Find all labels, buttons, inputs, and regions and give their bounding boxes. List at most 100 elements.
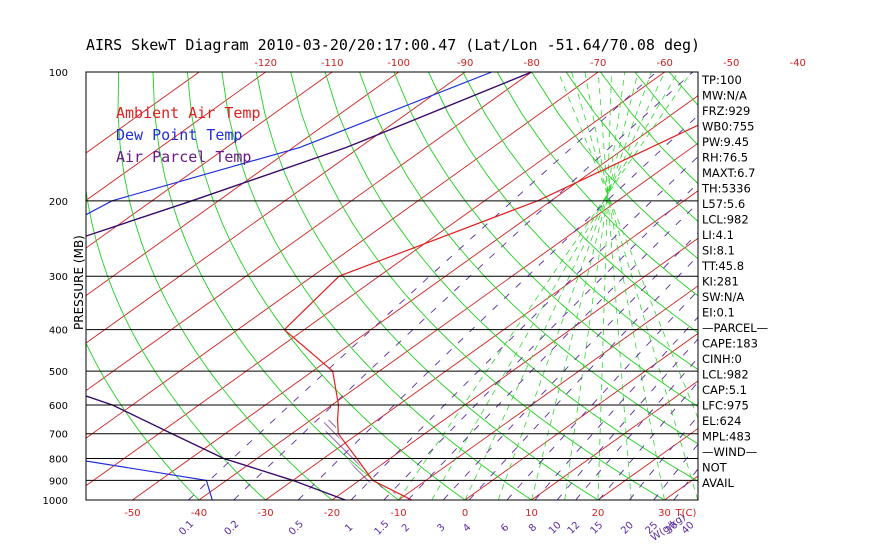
mixing-ratio-line <box>297 114 698 500</box>
temp-tick-top: -60 <box>657 58 673 69</box>
isotherm-line <box>86 72 665 487</box>
moist-adiabat <box>431 72 679 500</box>
index-item: MAXT:6.7 <box>702 166 755 180</box>
dew-point-line <box>86 72 493 500</box>
index-item: AVAIL <box>702 476 735 490</box>
dry-adiabat <box>359 72 698 445</box>
isotherm-line <box>731 72 870 500</box>
isotherm-line <box>86 72 266 202</box>
temp-axis-label: T(C) <box>675 508 697 519</box>
dry-adiabat <box>186 72 466 500</box>
index-item: MPL:483 <box>702 430 751 444</box>
mixing-ratio-line <box>233 72 694 500</box>
index-item: LI:4.1 <box>702 228 734 242</box>
temp-tick-bottom: 20 <box>592 508 605 519</box>
moist-adiabat <box>597 72 632 500</box>
dry-adiabat <box>496 72 698 297</box>
temp-tick-top: -110 <box>321 58 344 69</box>
isotherm-line <box>132 95 698 500</box>
index-item: EI:0.1 <box>702 306 735 320</box>
index-item: KI:281 <box>702 275 739 289</box>
mixing-ratio-line <box>575 357 698 500</box>
pressure-tick-1000: 1000 <box>43 496 68 507</box>
temp-tick-bottom: -40 <box>191 508 207 519</box>
temp-tick-top: -70 <box>590 58 606 69</box>
isotherm-line <box>798 72 870 500</box>
index-item: CAP:5.1 <box>702 383 747 397</box>
isotherm-line <box>86 72 200 154</box>
dry-adiabat <box>86 187 266 500</box>
mixing-ratio-label: 0.2 <box>222 519 241 538</box>
temp-tick-top: -40 <box>790 58 806 69</box>
temp-tick-top: -100 <box>387 58 410 69</box>
temp-tick-bottom: -50 <box>124 508 140 519</box>
pressure-tick-900: 900 <box>49 476 68 487</box>
parcel-temp-line <box>86 72 532 500</box>
mixing-ratio-label: 12 <box>566 520 583 537</box>
mixing-ratio-line <box>653 443 698 500</box>
mixing-ratio-label: 1.5 <box>373 519 392 538</box>
index-item: LCL:982 <box>702 213 749 227</box>
temp-tick-top: -80 <box>524 58 540 69</box>
dry-adiabat <box>462 72 698 334</box>
pressure-tick-600: 600 <box>49 401 68 412</box>
isotherm-line <box>86 72 599 439</box>
isotherm-line <box>664 475 698 500</box>
pressure-tick-300: 300 <box>49 272 68 283</box>
mixing-ratio-line <box>407 202 698 500</box>
temp-tick-bottom: 30 <box>658 508 671 519</box>
dry-adiabat <box>773 72 870 500</box>
mixing-ratio-label: 0.1 <box>177 519 196 538</box>
legend-entry: Ambient Air Temp <box>116 104 261 122</box>
mixing-ratio-label: 2 <box>400 522 412 534</box>
moist-adiabat <box>531 72 639 500</box>
moist-adiabat <box>597 72 612 500</box>
dry-adiabat <box>393 72 698 408</box>
legend-entry: Dew Point Temp <box>116 126 242 144</box>
dry-adiabat <box>427 72 698 371</box>
moist-adiabat <box>564 72 626 500</box>
moist-adiabat <box>398 72 692 500</box>
dry-adiabat <box>807 72 870 500</box>
index-item: L57:5.6 <box>702 197 745 211</box>
temp-tick-bottom: 10 <box>525 508 538 519</box>
mixing-ratio-line <box>468 255 698 500</box>
index-item: LCL:982 <box>702 368 749 382</box>
temp-tick-bottom: 0 <box>462 508 468 519</box>
isotherm-line <box>86 72 399 297</box>
mixing-ratio-label: 8 <box>527 522 539 534</box>
isotherm-line <box>398 285 698 500</box>
legend-entry: Air Parcel Temp <box>116 148 251 166</box>
pressure-tick-100: 100 <box>49 68 68 79</box>
dry-adiabat <box>841 72 870 500</box>
isotherm-line <box>86 72 466 344</box>
mixing-ratio-label: 0.5 <box>287 519 306 538</box>
mixing-ratio-line <box>506 289 698 500</box>
pressure-tick-800: 800 <box>49 455 68 466</box>
mixing-ratio-label: 15 <box>589 520 606 537</box>
mixing-ratio-line <box>442 232 698 500</box>
isotherm-line <box>864 72 870 500</box>
isotherm-line <box>531 380 698 500</box>
index-item: RH:76.5 <box>702 151 748 165</box>
moist-adiabat <box>584 72 665 500</box>
chart-title: AIRS SkewT Diagram 2010-03-20/20:17:00.4… <box>86 36 700 54</box>
dry-adiabat <box>531 72 698 260</box>
index-item: MW:N/A <box>702 89 747 103</box>
mixing-ratio-label: 6 <box>499 522 511 534</box>
pressure-tick-400: 400 <box>49 326 68 337</box>
temp-tick-bottom: -10 <box>390 508 406 519</box>
index-item: TP:100 <box>701 73 742 87</box>
pressure-tick-700: 700 <box>49 430 68 441</box>
temp-tick-top: -120 <box>254 58 277 69</box>
temp-tick-bottom: -30 <box>257 508 273 519</box>
isotherm-line <box>464 332 698 500</box>
dry-adiabat <box>668 72 698 107</box>
mixing-ratio-label: 20 <box>619 520 636 537</box>
mixing-ratio-line <box>188 72 657 500</box>
dry-adiabat <box>221 72 532 500</box>
moist-adiabat <box>464 72 666 500</box>
index-item: TT:45.8 <box>701 259 744 273</box>
index-item: WB0:755 <box>702 120 754 134</box>
